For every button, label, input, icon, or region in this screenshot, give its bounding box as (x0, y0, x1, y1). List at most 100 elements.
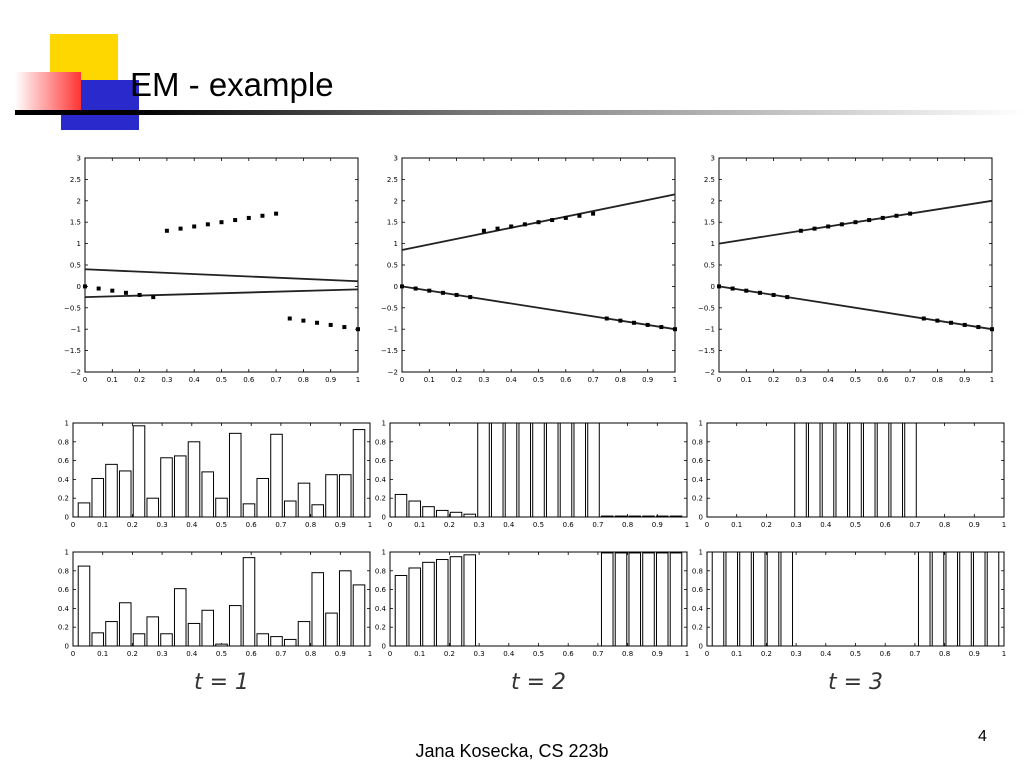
scatter-panel-1-x-tick-label: 0.2 (134, 376, 145, 384)
bar-panel-middle-3-x-tick-label: 0.4 (820, 521, 832, 529)
scatter-panel-3-data-point (867, 218, 872, 223)
scatter-panel-2-x-tick-label: 0.1 (424, 376, 435, 384)
scatter-panel-2-data-point (413, 286, 418, 291)
scatter-panel-2-data-point (673, 327, 677, 332)
bar-panel-bottom-3-x-tick-label: 0.8 (939, 650, 950, 658)
bar-panel-bottom-1-bar (173, 588, 187, 647)
scatter-panel-3-x-tick-label: 0.6 (877, 376, 889, 384)
bar-panel-middle-2-x-tick-label: 0.6 (563, 521, 575, 529)
bar-panel-bottom-2-x-tick-label: 0 (388, 650, 392, 658)
scatter-panel-1-data-point (219, 220, 224, 225)
scatter-panel-2-axes: 0 0.1 0.2 0.3 0.4 0.5 0.6 0.7 0.8 0.9 1 3 2.5 2 1.5 1 0.… (381, 155, 677, 385)
bar-panel-bottom-2-bar (408, 567, 422, 647)
scatter-panel-2-data-point (591, 211, 596, 216)
bar-panel-middle-1-axes: 0 0.1 0.2 0.3 0.4 0.5 0.6 0.7 0.8 0.9 1 1 0.8 0.6 0.4 0… (58, 420, 372, 530)
bar-panel-bottom-3-y-tick-label: 0.4 (692, 605, 704, 613)
bar-panel-middle-1-bar (283, 500, 297, 518)
scatter-panel-1-data-point (83, 284, 87, 289)
scatter-panel-2-y-tick-label: 1 (394, 240, 398, 248)
bar-panel-bottom-2-x-tick-label: 0.2 (444, 650, 455, 658)
scatter-panel-1-data-point (246, 215, 251, 220)
scatter-panel-1-data-point (110, 288, 115, 293)
bar-panel-middle-1-y-tick-label: 0.8 (58, 438, 69, 446)
scatter-panel-2-y-tick-label: 2 (394, 197, 398, 205)
bar-panel-middle-1-bar (146, 497, 160, 518)
scatter-panel-1-data-point (260, 213, 265, 218)
bar-panel-bottom-3-x-tick-label: 0.1 (731, 650, 742, 658)
scatter-panel-1-y-tick-label: −1 (71, 326, 81, 334)
bar-panel-bottom-2-bar (628, 552, 642, 647)
scatter-panel-2-frame (401, 157, 676, 373)
scatter-panel-2-y-tick-label: −1 (388, 326, 398, 334)
scatter-panel-2-y-tick-label: 0 (394, 283, 398, 291)
bar-panel-middle-1-bar (132, 425, 146, 518)
scatter-panel-2-fit-line (401, 285, 676, 331)
bar-panel-bottom-2-axes: 0 0.1 0.2 0.3 0.4 0.5 0.6 0.7 0.8 0.9 1 1 0.8 0.6 0.4 0… (375, 549, 689, 659)
bar-panel-middle-2-bar (642, 515, 655, 518)
scatter-panel-1-axes: 0 0.1 0.2 0.3 0.4 0.5 0.6 0.7 0.8 0.9 1 3 2.5 2 1.5 1 0.… (64, 155, 360, 385)
bar-panel-bottom-1-bar (132, 633, 146, 647)
bar-panel-middle-2-bar (669, 515, 683, 518)
bar-panel-bottom-1-bar (338, 570, 352, 647)
bar-panel-bottom-3-x-tick-label: 0.4 (820, 650, 832, 658)
scatter-panel-2-data-point (495, 226, 500, 231)
scatter-panel-3-data-point (880, 215, 885, 220)
scatter-panel-3-x-tick-label: 0.2 (768, 376, 779, 384)
bar-panel-middle-1-bar (228, 432, 242, 518)
bar-panel-bottom-2-x-tick-label: 1 (685, 650, 689, 658)
bar-panel-middle-1-bar (77, 502, 91, 518)
scatter-panel-2-data-point (632, 320, 637, 325)
scatter-panel-2-x-tick-label: 0.9 (642, 376, 653, 384)
scatter-panel-2-x-tick-label: 0.3 (478, 376, 489, 384)
scatter-panel-2-data-point (522, 222, 527, 227)
scatter-panel-1-x-tick-label: 0.9 (325, 376, 336, 384)
bar-panel-middle-3-x-tick-label: 0.5 (850, 521, 861, 529)
bar-panel-middle-2-x-tick-label: 0.2 (444, 521, 455, 529)
bar-panel-middle-2-x-tick-label: 0.5 (533, 521, 544, 529)
bar-panel-middle-1-y-tick-label: 1 (65, 420, 69, 428)
bar-panel-middle-1-x-tick-label: 0.8 (305, 521, 316, 529)
scatter-panel-1-data-point (178, 226, 183, 231)
bar-panel-middle-2-bar (463, 513, 477, 518)
scatter-panel-2-data-point (604, 316, 609, 321)
bar-panel-bottom-3-bar (725, 551, 739, 647)
bar-panel-bottom-1-bar (146, 616, 160, 647)
bar-panel-bottom-2-y-tick-label: 0.2 (375, 624, 386, 632)
scatter-panel-3-y-tick-label: −0.5 (698, 304, 715, 312)
bar-panel-middle-2-x-tick-label: 0 (388, 521, 392, 529)
bar-panel-bottom-2-bar (463, 554, 477, 647)
bar-panel-bottom-3-bar (986, 551, 1000, 647)
bar-panel-middle-3-x-tick-label: 0.7 (909, 521, 920, 529)
scatter-panel-3-data-point (717, 284, 721, 289)
scatter-panel-2-data-point (618, 318, 623, 323)
scatter-panel-3-data-point (730, 286, 735, 291)
bar-panel-bottom-1-bar (352, 584, 366, 647)
bar-panel-middle-2-y-tick-label: 0.2 (375, 495, 386, 503)
bar-panel-middle-2-bar (587, 422, 600, 518)
bar-panel-bottom-3-axes: 0 0.1 0.2 0.3 0.4 0.5 0.6 0.7 0.8 0.9 1 1 0.8 0.6 0.4 0… (692, 549, 1006, 659)
scatter-panel-3-data-point (744, 288, 749, 293)
scatter-panel-3-x-tick-label: 0.5 (850, 376, 861, 384)
scatter-panel-1-y-tick-label: 1 (77, 240, 81, 248)
scatter-panel-1-data-point (328, 322, 333, 327)
scatter-panel-2-y-tick-label: 3 (394, 155, 398, 163)
scatter-panel-1-x-tick-label: 0.4 (189, 376, 201, 384)
bar-panel-middle-1-x-tick-label: 0.3 (157, 521, 168, 529)
bar-panel-bottom-2-x-tick-label: 0.6 (563, 650, 575, 658)
scatter-panel-2-y-tick-label: −2 (388, 369, 398, 377)
scatter-panel-1-data-point (342, 325, 347, 330)
bar-panel-middle-2-x-tick-label: 0.7 (592, 521, 603, 529)
scatter-panel-1-fit-line (84, 288, 359, 298)
bar-panel-bottom-3-bar (766, 551, 780, 647)
bar-panel-bottom-3-x-tick-label: 0.6 (880, 650, 892, 658)
bar-panel-bottom-2-x-tick-label: 0.1 (414, 650, 425, 658)
bar-panel-bottom-1-bar (242, 557, 256, 647)
bar-panel-middle-2-bar (477, 422, 490, 518)
bar-panel-middle-2-bar (504, 422, 518, 518)
scatter-panel-1-x-tick-label: 0.3 (161, 376, 172, 384)
bar-panel-middle-2-axes: 0 0.1 0.2 0.3 0.4 0.5 0.6 0.7 0.8 0.9 1 1 0.8 0.6 0.4 0… (375, 420, 689, 530)
bar-panel-middle-3-y-tick-label: 0.2 (692, 495, 703, 503)
scatter-panel-3-x-tick-label: 0.3 (795, 376, 806, 384)
bar-panel-middle-3-x-tick-label: 1 (1002, 521, 1006, 529)
